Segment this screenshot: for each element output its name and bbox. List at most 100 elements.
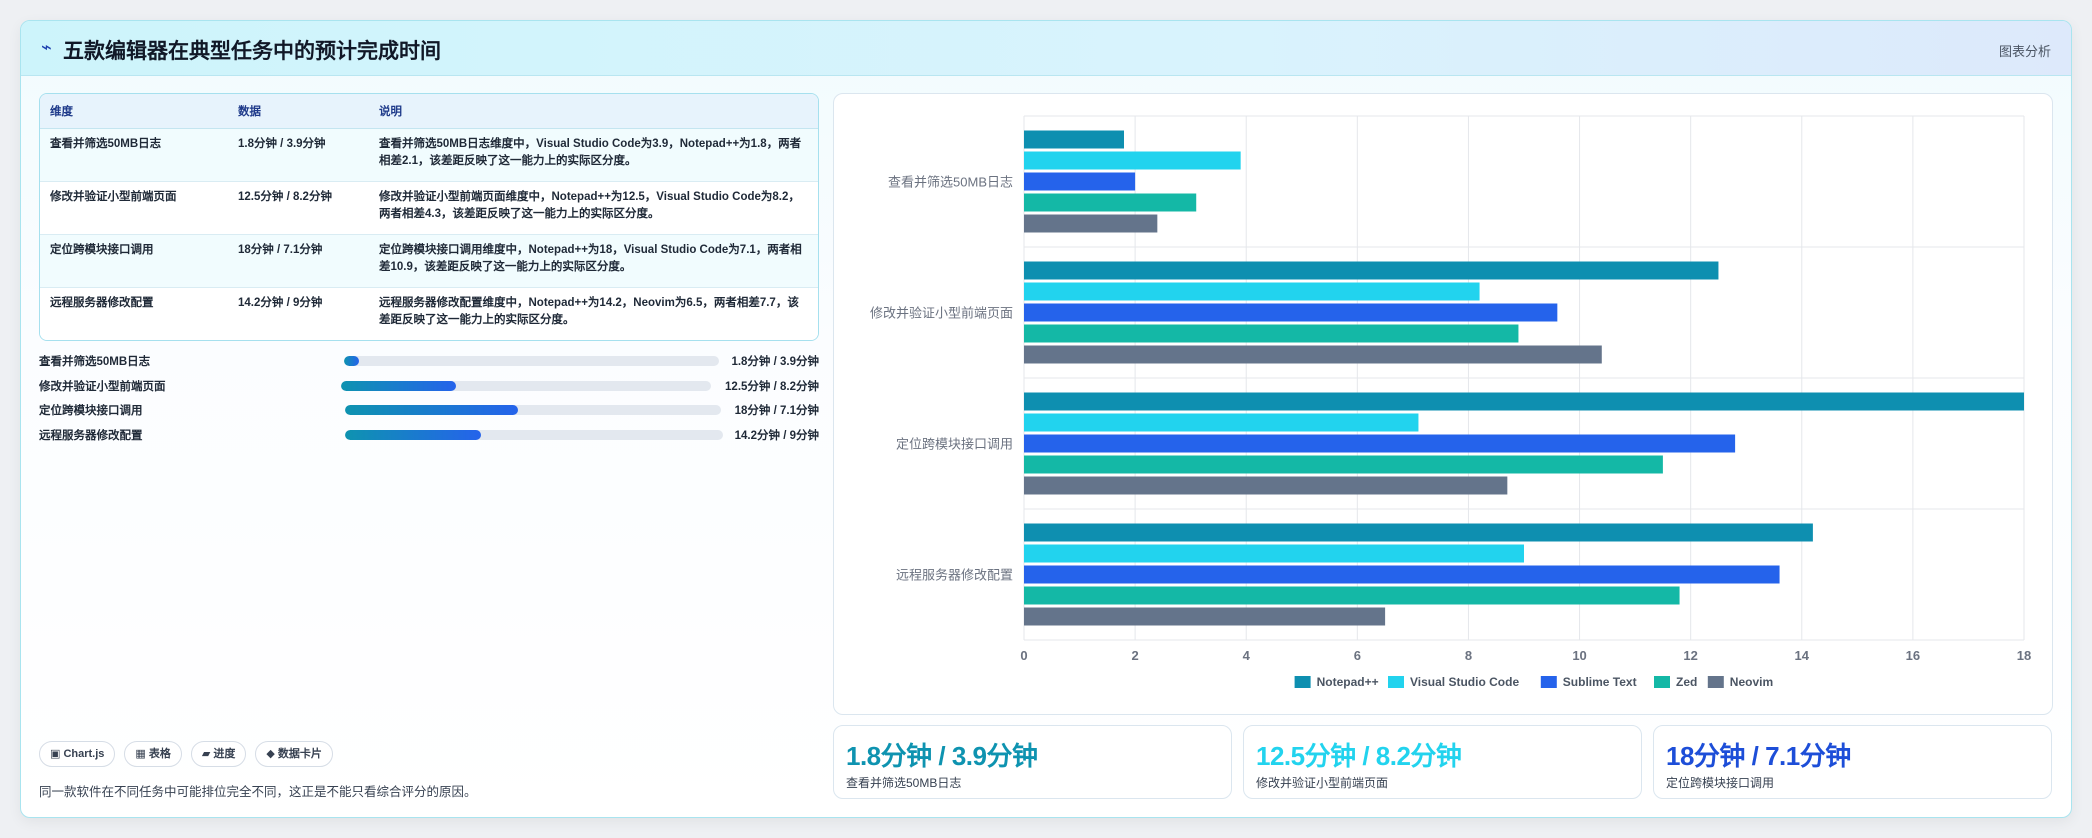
progress-label: 远程服务器修改配置 bbox=[39, 429, 143, 442]
wave-icon: ⌁ bbox=[41, 37, 52, 57]
progress-value: 1.8分钟 / 3.9分钟 bbox=[731, 356, 819, 368]
x-tick-label: 6 bbox=[1354, 648, 1361, 663]
stat-card: 1.8分钟 / 3.9分钟 查看并筛选50MB日志 bbox=[833, 725, 1232, 799]
bar bbox=[1024, 282, 1480, 301]
chart-card: ⌁ 五款编辑器在典型任务中的预计完成时间 图表分析 维度 数据 说明 查看并筛选… bbox=[20, 20, 2072, 818]
y-tick-label: 远程服务器修改配置 bbox=[896, 568, 1013, 583]
legend-swatch bbox=[1294, 676, 1311, 688]
bar bbox=[1024, 586, 1680, 605]
tag-data-card[interactable]: ◆ 数据卡片 bbox=[255, 741, 333, 767]
table-row: 修改并验证小型前端页面 12.5分钟 / 8.2分钟 修改并验证小型前端页面维度… bbox=[40, 181, 818, 235]
x-tick-label: 4 bbox=[1243, 648, 1251, 663]
bar bbox=[1024, 476, 1508, 495]
bar bbox=[1024, 413, 1419, 432]
x-tick-label: 12 bbox=[1683, 648, 1697, 663]
progress-value: 12.5分钟 / 8.2分钟 bbox=[725, 380, 819, 393]
tag-list: ▣ Chart.js ▦ 表格 ▰ 进度 ◆ 数据卡片 bbox=[39, 741, 333, 767]
tag-progress[interactable]: ▰ 进度 bbox=[190, 741, 247, 767]
cell-data: 12.5分钟 / 8.2分钟 bbox=[228, 181, 369, 235]
x-tick-label: 8 bbox=[1465, 648, 1472, 663]
x-tick-label: 14 bbox=[1795, 648, 1810, 663]
bar bbox=[1024, 523, 1813, 542]
progress-row: 定位跨模块接口调用 18分钟 / 7.1分钟 bbox=[39, 399, 819, 424]
legend-swatch bbox=[1540, 676, 1557, 688]
bar bbox=[1024, 345, 1602, 364]
stat-label: 查看并筛选50MB日志 bbox=[846, 776, 962, 790]
x-tick-label: 10 bbox=[1572, 648, 1586, 663]
y-tick-label: 修改并验证小型前端页面 bbox=[870, 306, 1013, 321]
progress-track bbox=[345, 429, 723, 440]
bar bbox=[1024, 324, 1519, 343]
bar bbox=[1024, 455, 1663, 474]
bar bbox=[1024, 565, 1780, 584]
legend-swatch bbox=[1707, 676, 1724, 688]
legend-label: Sublime Text bbox=[1563, 675, 1637, 689]
cell-description: 定位跨模块接口调用维度中，Notepad++为18，Visual Studio … bbox=[369, 234, 818, 288]
bar bbox=[1024, 214, 1158, 233]
cell-description: 修改并验证小型前端页面维度中，Notepad++为12.5，Visual Stu… bbox=[369, 181, 818, 235]
progress-label: 查看并筛选50MB日志 bbox=[39, 356, 151, 368]
col-header-data: 数据 bbox=[228, 94, 369, 129]
progress-track bbox=[344, 356, 719, 366]
cell-data: 1.8分钟 / 3.9分钟 bbox=[228, 128, 369, 182]
cell-data: 14.2分钟 / 9分钟 bbox=[228, 287, 369, 340]
cell-description: 查看并筛选50MB日志维度中，Visual Studio Code为3.9，No… bbox=[369, 128, 818, 182]
x-tick-label: 18 bbox=[2017, 648, 2031, 663]
y-tick-label: 查看并筛选50MB日志 bbox=[888, 175, 1013, 190]
stat-value: 1.8分钟 / 3.9分钟 bbox=[846, 741, 1038, 771]
stat-card: 12.5分钟 / 8.2分钟 修改并验证小型前端页面 bbox=[1243, 725, 1642, 799]
stat-value: 18分钟 / 7.1分钟 bbox=[1666, 741, 1851, 771]
x-tick-label: 16 bbox=[1906, 648, 1920, 663]
col-header-dimension: 维度 bbox=[40, 94, 228, 129]
cell-description: 远程服务器修改配置维度中，Notepad++为14.2，Neovim为6.5，两… bbox=[369, 287, 818, 340]
progress-fill bbox=[341, 380, 456, 391]
progress-track bbox=[341, 380, 711, 391]
bar bbox=[1024, 261, 1719, 280]
bar bbox=[1024, 434, 1736, 453]
legend-label: Notepad++ bbox=[1317, 675, 1379, 689]
col-header-description: 说明 bbox=[369, 94, 818, 129]
progress-fill bbox=[345, 405, 518, 415]
progress-fill bbox=[345, 429, 482, 440]
progress-track bbox=[345, 405, 721, 415]
bar bbox=[1024, 544, 1524, 563]
bar bbox=[1024, 392, 2024, 411]
progress-row: 修改并验证小型前端页面 12.5分钟 / 8.2分钟 bbox=[39, 375, 819, 400]
table-row: 远程服务器修改配置 14.2分钟 / 9分钟 远程服务器修改配置维度中，Note… bbox=[40, 287, 818, 340]
progress-list: 查看并筛选50MB日志 1.8分钟 / 3.9分钟 修改并验证小型前端页面 12… bbox=[39, 350, 819, 448]
progress-label: 修改并验证小型前端页面 bbox=[39, 380, 166, 393]
cell-dimension: 查看并筛选50MB日志 bbox=[40, 128, 228, 182]
stat-value: 12.5分钟 / 8.2分钟 bbox=[1256, 741, 1462, 771]
chart-panel: 0 2 4 6 8 10 12 14 16 18 查看并筛选50MB日志修改并验证小型前端页面定位跨… bbox=[833, 93, 2053, 715]
bar-chart: 0 2 4 6 8 10 12 14 16 18 查看并筛选50MB日志修改并验证小型前端页面定位跨… bbox=[870, 115, 2031, 689]
tag-chartjs[interactable]: ▣ Chart.js bbox=[39, 741, 116, 767]
page-title: 五款编辑器在典型任务中的预计完成时间 bbox=[63, 40, 441, 63]
progress-row: 远程服务器修改配置 14.2分钟 / 9分钟 bbox=[39, 424, 819, 449]
bar bbox=[1024, 172, 1136, 191]
cell-dimension: 修改并验证小型前端页面 bbox=[40, 181, 228, 235]
x-tick-label: 2 bbox=[1131, 648, 1138, 663]
legend-label: Neovim bbox=[1730, 675, 1773, 689]
bar bbox=[1024, 607, 1386, 626]
legend-label: Zed bbox=[1676, 675, 1697, 689]
stat-card: 18分钟 / 7.1分钟 定位跨模块接口调用 bbox=[1653, 725, 2052, 799]
header-bar: ⌁ 五款编辑器在典型任务中的预计完成时间 图表分析 bbox=[21, 21, 2071, 76]
legend-swatch bbox=[1654, 676, 1670, 688]
footnote: 同一款软件在不同任务中可能排位完全不同，这正是不能只看综合评分的原因。 bbox=[39, 785, 477, 799]
cell-dimension: 远程服务器修改配置 bbox=[40, 287, 228, 340]
tag-table[interactable]: ▦ 表格 bbox=[124, 741, 182, 767]
progress-value: 18分钟 / 7.1分钟 bbox=[734, 405, 819, 417]
table-row: 查看并筛选50MB日志 1.8分钟 / 3.9分钟 查看并筛选50MB日志维度中… bbox=[40, 128, 818, 182]
progress-row: 查看并筛选50MB日志 1.8分钟 / 3.9分钟 bbox=[39, 350, 819, 375]
legend-swatch bbox=[1388, 676, 1404, 688]
data-table: 维度 数据 说明 查看并筛选50MB日志 1.8分钟 / 3.9分钟 查看并筛选… bbox=[39, 93, 819, 341]
bar bbox=[1024, 193, 1197, 212]
stat-label: 定位跨模块接口调用 bbox=[1666, 776, 1775, 790]
x-tick-label: 0 bbox=[1020, 648, 1027, 663]
cell-data: 18分钟 / 7.1分钟 bbox=[228, 234, 369, 288]
table-header-row: 维度 数据 说明 bbox=[40, 94, 818, 129]
legend-label: Visual Studio Code bbox=[1410, 675, 1519, 689]
progress-label: 定位跨模块接口调用 bbox=[39, 405, 143, 417]
stat-label: 修改并验证小型前端页面 bbox=[1256, 776, 1389, 790]
y-tick-label: 定位跨模块接口调用 bbox=[896, 437, 1013, 452]
